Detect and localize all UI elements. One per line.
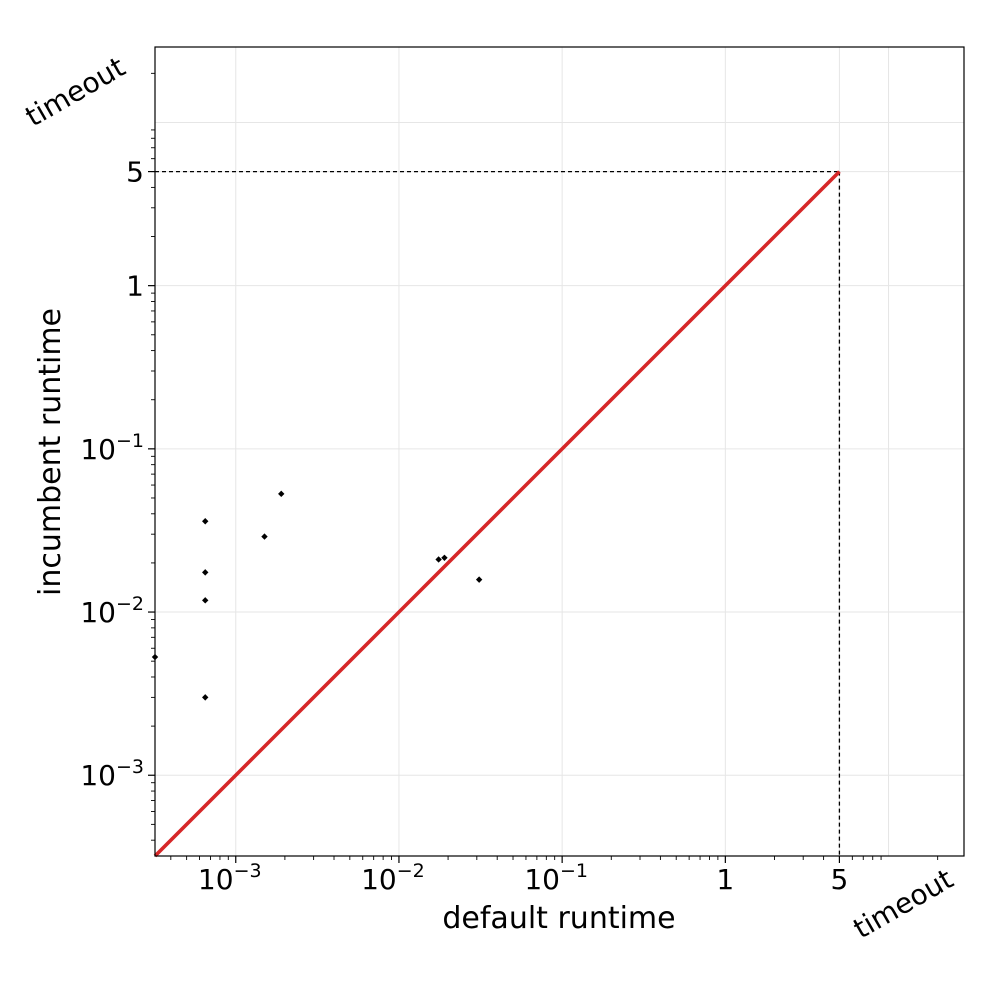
y-tick-label: 10−1 [80,430,144,466]
data-point [202,597,209,604]
y-tick-label: 10−2 [80,593,144,629]
x-tick-label: 1 [716,863,734,896]
y-tick-label: 5 [126,156,144,189]
y-axis-title: incumbent runtime [33,308,68,596]
cutoff-lines [155,170,841,856]
plot-frame [154,46,965,857]
y-timeout-label: timeout [20,50,131,133]
x-axis-title: default runtime [442,901,675,936]
x-timeout-label: timeout [848,862,959,945]
data-point [202,518,209,525]
data-point [202,694,209,701]
x-tick-label: 10−3 [198,860,262,896]
x-tick-label: 10−1 [524,860,588,896]
data-point [441,554,448,561]
y-tick-label: 10−3 [80,756,144,792]
data-point [475,576,483,583]
y-tick-label: 1 [126,270,144,303]
data-point [202,569,209,576]
data-point [278,490,285,498]
data-point [435,556,442,563]
x-tick-label: 5 [830,863,848,896]
tick-labels: 10−3 10−2 10−1 1 5 10−3 10−2 10−1 1 5 [80,156,848,896]
ticks [148,72,939,863]
diagonal-line [153,170,841,858]
points [151,490,483,701]
diagonal [153,170,841,858]
x-tick-label: 10−2 [361,860,425,896]
data-point [261,533,268,540]
